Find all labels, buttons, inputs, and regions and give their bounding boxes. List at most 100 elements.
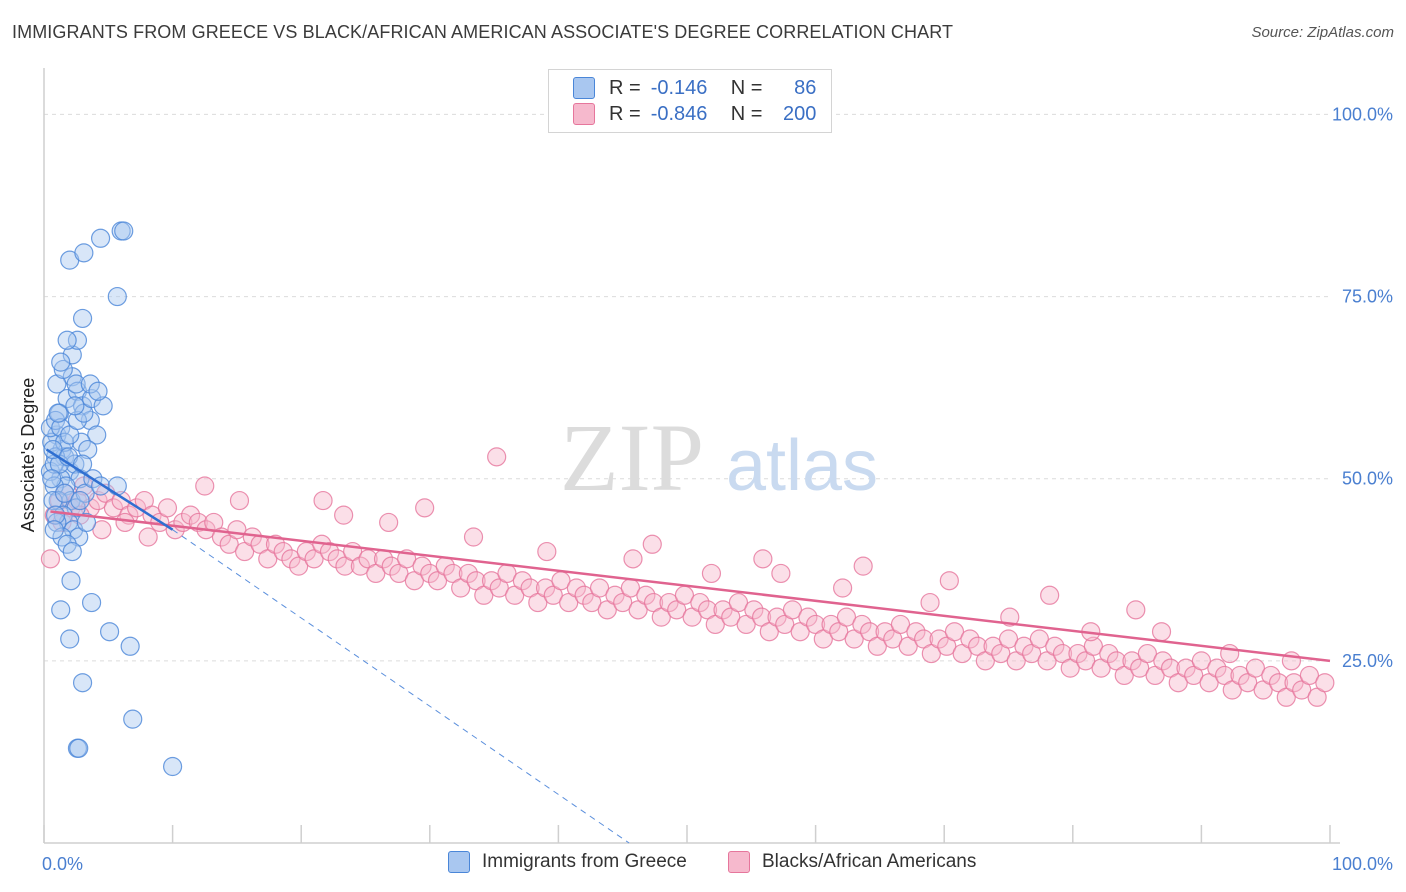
data-point-blacks <box>1230 665 1250 686</box>
data-point-greece <box>44 476 64 496</box>
data-point-greece <box>163 756 183 777</box>
data-point-blacks <box>381 556 401 576</box>
data-point-blacks <box>1099 643 1119 664</box>
watermark-zip: ZIP <box>560 404 704 511</box>
bottom-legend-greece[interactable]: Immigrants from Greece <box>448 851 687 873</box>
data-point-greece <box>62 541 82 562</box>
data-point-blacks <box>1284 673 1304 693</box>
legend-r-label: R = <box>609 102 641 125</box>
data-point-greece <box>81 388 102 409</box>
data-point-blacks <box>537 541 557 562</box>
trend-line-greece-extension <box>172 529 630 844</box>
data-point-blacks <box>767 607 787 627</box>
data-point-blacks <box>890 614 911 635</box>
legend-r-value: -0.146 <box>650 76 708 99</box>
data-point-blacks <box>659 592 679 613</box>
data-point-blacks <box>313 490 333 511</box>
legend-n-label: N = <box>730 102 763 125</box>
y-axis-label: Associate's Degree <box>18 378 38 533</box>
data-point-greece <box>120 636 140 656</box>
legend-r-value: -0.846 <box>650 102 708 125</box>
y-tick-label: 25.0% <box>1342 651 1393 671</box>
data-point-blacks <box>1207 658 1227 678</box>
data-point-blacks <box>944 622 965 642</box>
data-point-blacks <box>115 512 135 533</box>
data-point-blacks <box>481 571 502 591</box>
data-point-blacks <box>1014 636 1034 656</box>
data-point-greece <box>114 221 134 241</box>
legend-n-value: 200 <box>783 102 817 125</box>
data-point-blacks <box>40 549 61 569</box>
data-point-blacks <box>782 600 803 620</box>
legend-swatch-greece <box>573 77 595 99</box>
series-blacks-points <box>40 447 1335 707</box>
grid-lines <box>44 113 1330 662</box>
data-point-greece <box>69 738 89 758</box>
bottom-legend-swatch-greece <box>448 851 470 873</box>
data-point-blacks <box>1299 665 1320 686</box>
data-point-blacks <box>1045 636 1065 656</box>
x-tick-label: 100.0% <box>1332 854 1393 874</box>
data-point-greece <box>72 308 93 329</box>
data-point-blacks <box>1137 643 1157 664</box>
data-point-blacks <box>1122 651 1142 671</box>
x-tick-label: 0.0% <box>42 854 83 874</box>
series-greece-points <box>40 221 183 777</box>
data-point-blacks <box>852 614 872 635</box>
legend-swatch-blacks <box>573 103 595 125</box>
data-point-greece <box>65 454 85 474</box>
data-point-blacks <box>265 534 286 554</box>
data-point-blacks <box>535 578 556 598</box>
trend-lines <box>45 448 1331 844</box>
legend-row-blacks: R = -0.846 N = 200 <box>573 101 816 127</box>
data-point-greece <box>80 374 100 394</box>
data-point-blacks <box>319 541 340 562</box>
data-point-blacks <box>487 447 507 467</box>
data-point-blacks <box>1153 651 1173 671</box>
data-point-greece <box>61 571 81 591</box>
data-point-blacks <box>939 571 959 591</box>
data-point-greece <box>42 469 62 489</box>
axes <box>43 68 1340 844</box>
data-point-greece <box>66 374 86 394</box>
data-point-blacks <box>906 622 926 642</box>
data-point-blacks <box>379 512 399 533</box>
data-point-blacks <box>920 592 940 613</box>
y-tick-label: 50.0% <box>1342 469 1393 489</box>
data-point-greece <box>48 490 68 511</box>
data-point-blacks <box>412 556 432 576</box>
data-point-blacks <box>334 505 354 525</box>
data-point-blacks <box>771 563 791 584</box>
data-point-greece <box>57 330 77 350</box>
data-point-greece <box>67 330 88 350</box>
data-point-blacks <box>1040 585 1060 605</box>
data-point-blacks <box>636 585 656 605</box>
data-point-blacks <box>1126 600 1146 620</box>
data-point-blacks <box>701 563 722 584</box>
data-point-greece <box>71 432 91 452</box>
data-point-greece <box>78 439 98 460</box>
watermark-atlas: atlas <box>726 426 878 506</box>
data-point-greece <box>43 439 63 460</box>
data-point-greece <box>48 403 68 423</box>
data-point-blacks <box>1245 658 1266 678</box>
data-point-blacks <box>181 505 201 525</box>
data-point-greece <box>72 454 93 474</box>
data-point-blacks <box>998 629 1019 649</box>
data-point-blacks <box>623 549 643 569</box>
y-tick-label: 75.0% <box>1342 287 1393 307</box>
chart-source: Source: ZipAtlas.com <box>1251 24 1394 41</box>
data-point-greece <box>70 490 90 511</box>
data-point-greece <box>90 228 111 248</box>
data-point-blacks <box>929 629 949 649</box>
data-point-greece <box>76 512 97 533</box>
data-point-blacks <box>574 585 594 605</box>
y-tick-label: 100.0% <box>1332 104 1393 124</box>
bottom-legend-blacks[interactable]: Blacks/African Americans <box>728 851 976 873</box>
data-point-blacks <box>138 527 158 547</box>
data-point-greece <box>88 381 108 401</box>
data-point-blacks <box>566 578 587 598</box>
legend: R = -0.146 N = 86 R = -0.846 N = 200 <box>548 69 832 133</box>
data-point-blacks <box>875 622 895 642</box>
